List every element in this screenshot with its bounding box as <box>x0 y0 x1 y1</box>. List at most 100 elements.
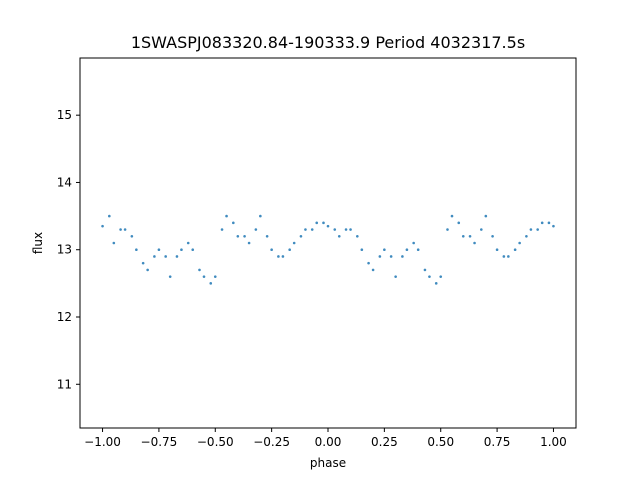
data-point <box>198 268 201 272</box>
data-point <box>135 248 138 252</box>
data-point <box>243 234 246 238</box>
data-point <box>108 214 111 218</box>
data-point <box>157 248 161 252</box>
data-point <box>405 248 409 252</box>
data-point <box>552 224 555 228</box>
data-point <box>547 221 551 225</box>
data-point <box>484 214 488 218</box>
data-point <box>288 248 291 252</box>
y-tick-label: 15 <box>57 108 72 122</box>
y-axis-ticks: 11 12 13 14 15 <box>57 108 80 391</box>
data-point <box>247 241 251 245</box>
data-point <box>416 248 420 252</box>
data-point <box>265 234 269 238</box>
data-point <box>315 221 319 225</box>
data-point <box>119 228 122 231</box>
y-tick-label: 14 <box>57 175 72 189</box>
x-tick-label: 0.75 <box>484 435 511 449</box>
data-point <box>473 241 476 245</box>
data-point <box>461 234 465 238</box>
data-point <box>164 255 167 258</box>
x-tick-label: 0.00 <box>315 435 342 449</box>
data-point <box>389 255 393 258</box>
y-tick-label: 11 <box>57 377 72 391</box>
data-point <box>186 241 190 245</box>
data-point <box>130 234 134 238</box>
data-point <box>480 228 483 231</box>
data-point <box>310 228 314 231</box>
data-point <box>446 228 449 231</box>
data-point <box>277 255 280 258</box>
y-tick-label: 13 <box>57 243 72 257</box>
data-point <box>299 234 303 238</box>
data-point <box>540 221 544 225</box>
data-point <box>281 255 285 258</box>
data-point <box>525 234 528 238</box>
data-point <box>259 214 262 218</box>
x-tick-label: 0.25 <box>371 435 398 449</box>
data-point <box>175 255 179 258</box>
data-point <box>349 228 352 231</box>
x-tick-label: −0.75 <box>141 435 178 449</box>
data-point <box>153 255 156 258</box>
data-point <box>236 234 240 238</box>
data-point <box>356 234 359 238</box>
x-tick-label: 1.00 <box>540 435 567 449</box>
data-point <box>401 255 404 258</box>
data-point <box>502 255 506 258</box>
data-point <box>270 248 273 252</box>
data-point <box>146 268 149 272</box>
data-point <box>491 234 494 238</box>
data-point <box>225 214 228 218</box>
data-point <box>292 241 296 245</box>
data-point <box>213 275 217 278</box>
data-point <box>536 228 539 231</box>
data-point <box>209 282 213 285</box>
data-point <box>468 234 472 238</box>
x-axis-label: phase <box>310 456 346 470</box>
data-point <box>450 214 454 218</box>
data-point <box>123 228 127 231</box>
data-point <box>423 268 427 272</box>
chart-title: 1SWASPJ083320.84-190333.9 Period 4032317… <box>131 33 525 52</box>
data-point <box>394 275 397 278</box>
data-point <box>371 268 375 272</box>
data-point <box>202 275 206 278</box>
data-point <box>344 228 348 231</box>
data-point <box>304 228 307 231</box>
data-point <box>112 241 116 245</box>
data-point <box>191 248 195 252</box>
data-points <box>101 214 555 285</box>
data-point <box>180 248 183 252</box>
data-point <box>518 241 521 245</box>
data-point <box>141 261 145 265</box>
data-point <box>439 275 443 278</box>
data-point <box>220 228 224 231</box>
data-point <box>101 224 104 228</box>
x-tick-label: −0.25 <box>253 435 290 449</box>
x-tick-label: −1.00 <box>84 435 121 449</box>
data-point <box>254 228 258 231</box>
x-axis-ticks: −1.00 −0.75 −0.50 −0.25 0.00 0.25 0.50 0.75 1.00 <box>84 428 567 449</box>
x-tick-label: 0.50 <box>427 435 454 449</box>
data-point <box>360 248 364 252</box>
data-point <box>337 234 341 238</box>
data-point <box>168 275 172 278</box>
data-point <box>333 228 337 231</box>
data-point <box>232 221 235 225</box>
data-point <box>529 228 533 231</box>
data-point <box>513 248 517 252</box>
y-axis-label: flux <box>31 232 45 254</box>
x-tick-label: −0.50 <box>197 435 234 449</box>
data-point <box>367 261 370 265</box>
data-point <box>322 221 325 225</box>
data-point <box>383 248 386 252</box>
data-point <box>378 255 382 258</box>
y-tick-label: 12 <box>57 310 72 324</box>
data-point <box>412 241 415 245</box>
data-point <box>434 282 438 285</box>
data-point <box>507 255 510 258</box>
data-point <box>428 275 431 278</box>
